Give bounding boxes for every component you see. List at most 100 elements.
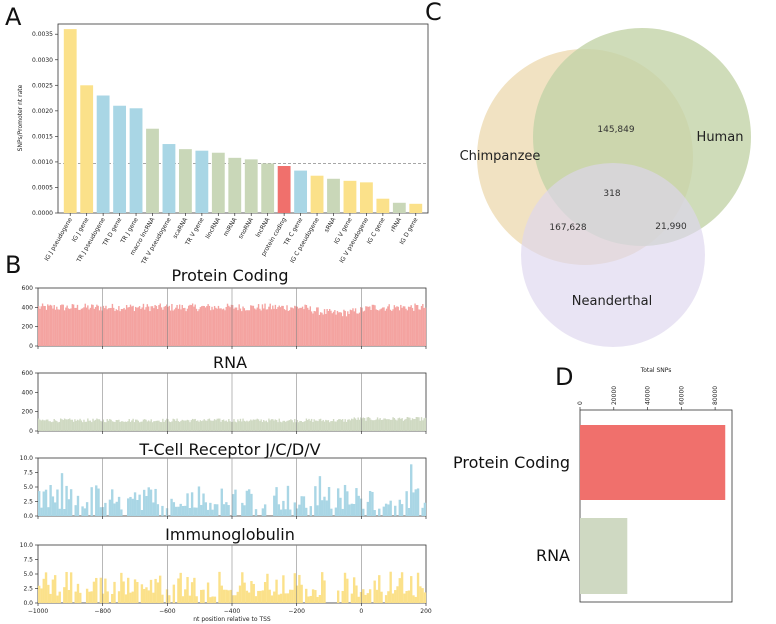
b-bar <box>404 419 406 431</box>
b-bar <box>402 420 405 431</box>
b-bar <box>321 572 324 603</box>
b-bar <box>200 421 203 431</box>
b-bar <box>220 308 222 346</box>
b-bar <box>149 311 151 346</box>
b-bar <box>42 491 45 516</box>
b-bar <box>319 418 322 431</box>
b-bar <box>252 583 255 603</box>
b-bar <box>123 421 125 431</box>
b-bar <box>115 501 118 516</box>
b-bar <box>260 310 262 346</box>
b-bar <box>277 594 281 603</box>
b-bar <box>287 310 290 346</box>
b-bar <box>75 420 77 431</box>
b-bar <box>261 421 264 431</box>
b-bar <box>279 421 282 431</box>
b-bar <box>120 572 123 603</box>
b-ytick-label: 0.0 <box>23 513 33 520</box>
venn-label-chimpanzee: Chimpanzee <box>460 149 541 164</box>
panel-a-ylabel: SNPs/Promoter nt rate <box>17 84 24 151</box>
b-bar <box>322 314 324 346</box>
b-bar <box>81 308 84 346</box>
b-bar <box>387 306 389 346</box>
b-bar <box>244 310 247 346</box>
b-bar <box>269 420 271 431</box>
b-bar <box>394 505 397 516</box>
b-bar <box>296 306 299 346</box>
b-bar <box>366 306 368 346</box>
b-bar <box>106 419 108 431</box>
b-bar <box>174 506 178 516</box>
b-bar <box>124 594 128 603</box>
b-bar <box>245 590 249 603</box>
b-bar <box>310 418 313 431</box>
b-bar <box>316 596 319 603</box>
b-bar <box>97 305 99 346</box>
b-bar <box>241 572 244 603</box>
b-bar <box>398 310 401 346</box>
b-bar <box>398 499 401 516</box>
b-bar <box>268 589 271 603</box>
b-bar <box>384 310 387 346</box>
b-bar <box>198 421 200 431</box>
b-bar <box>90 487 93 516</box>
b-bar <box>52 308 54 346</box>
b-bar <box>344 310 346 346</box>
b-bar <box>48 305 50 346</box>
b-bar <box>218 571 221 603</box>
b-bar <box>173 419 176 431</box>
b-bar <box>167 306 169 346</box>
b-bar <box>67 308 70 346</box>
b-bar <box>105 422 107 431</box>
a-bar <box>178 149 192 213</box>
b-bar <box>401 418 403 431</box>
b-bar <box>162 418 164 431</box>
b-bar <box>282 575 285 603</box>
b-bar <box>221 309 224 346</box>
b-bar <box>330 421 332 431</box>
b-bar <box>284 509 287 516</box>
b-bar <box>111 489 114 516</box>
b-bar <box>98 419 101 431</box>
b-bar <box>42 578 45 603</box>
b-bar <box>295 508 299 516</box>
b-bar <box>129 421 132 431</box>
b-bar <box>330 310 332 346</box>
b-ytick-label: 400 <box>22 304 34 311</box>
b-bar <box>404 306 406 346</box>
b-bar <box>179 503 182 516</box>
b-bar <box>63 310 66 346</box>
b-bar <box>184 307 186 346</box>
b-bar <box>382 307 384 346</box>
b-bar <box>423 418 425 431</box>
b-bar <box>261 304 264 346</box>
b-bar <box>243 420 246 431</box>
b-bar <box>309 306 311 346</box>
b-bar <box>239 308 242 346</box>
b-bar <box>275 579 278 603</box>
b-bar <box>252 419 255 431</box>
b-xtick-label: −800 <box>94 608 111 615</box>
b-bar <box>151 422 154 431</box>
b-bar <box>85 421 88 431</box>
b-bar <box>421 588 424 603</box>
b-bar <box>206 306 208 346</box>
b-bar <box>147 306 150 346</box>
b-bar <box>304 304 306 346</box>
b-bar <box>385 308 388 346</box>
b-bar <box>141 307 143 346</box>
b-bar <box>149 421 151 431</box>
b-bar <box>53 575 57 603</box>
b-bar <box>355 585 358 603</box>
b-bar <box>145 307 147 346</box>
b-bar <box>175 420 177 431</box>
b-bar <box>221 419 224 431</box>
b-bar <box>173 309 176 346</box>
b-bar <box>133 579 137 603</box>
b-bar <box>127 307 129 346</box>
b-bar <box>317 421 319 431</box>
b-bar <box>131 306 133 346</box>
b-bar <box>398 578 401 603</box>
b-bar <box>257 590 260 603</box>
b-bar <box>268 418 270 431</box>
